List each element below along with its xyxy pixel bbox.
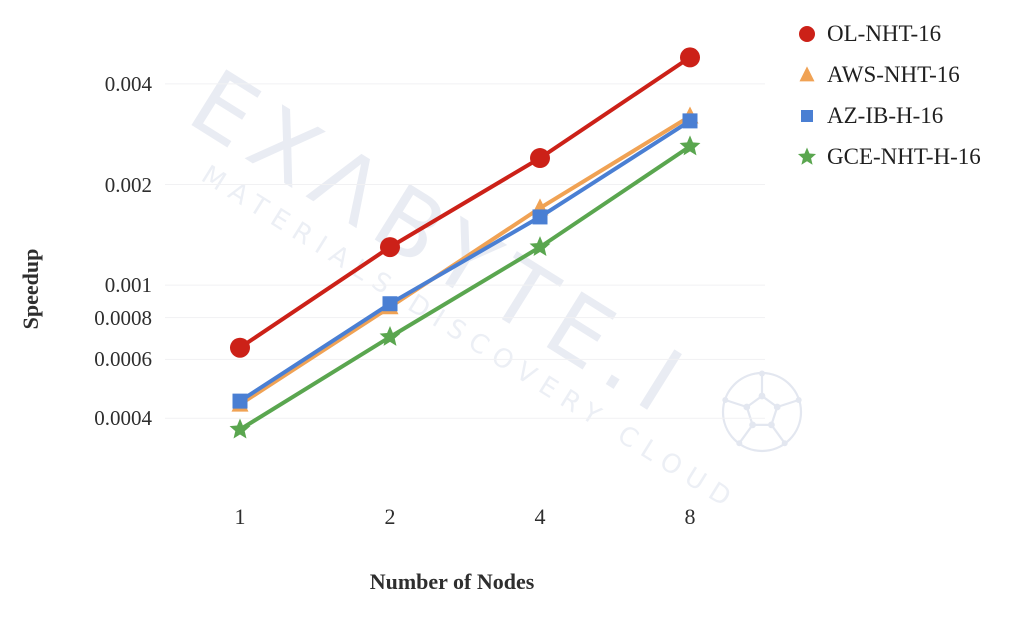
legend: OL-NHT-16 AWS-NHT-16 AZ-IB-H-16 GCE-NHT-H-1… bbox=[796, 21, 981, 170]
series-line-OL-NHT-16 bbox=[238, 55, 692, 350]
x-axis-title: Number of Nodes bbox=[369, 569, 535, 594]
legend-label: OL-NHT-16 bbox=[827, 21, 942, 46]
legend-item-AWS-NHT-16: AWS-NHT-16 bbox=[796, 62, 981, 88]
legend-item-GCE-NHT-H-16: GCE-NHT-H-16 bbox=[796, 144, 981, 170]
exabyte-sphere-logo-icon bbox=[721, 370, 803, 453]
legend-label: AZ-IB-H-16 bbox=[827, 103, 944, 128]
marker-OL-NHT-16-x8 bbox=[680, 47, 700, 68]
legend-triangle bbox=[799, 66, 815, 82]
y-tick-label: 0.001 bbox=[104, 273, 152, 298]
marker-AZ-IB-H-16-x2 bbox=[382, 296, 398, 312]
marker-GCE-NHT-H-16-x4 bbox=[529, 236, 551, 256]
circle-marker-icon bbox=[799, 26, 815, 42]
legend-label: AWS-NHT-16 bbox=[827, 62, 960, 87]
marker-GCE-NHT-H-16-x8 bbox=[679, 135, 701, 156]
y-tick-label: 0.004 bbox=[104, 71, 152, 96]
x-tick-label: 2 bbox=[384, 504, 396, 529]
marker-OL-NHT-16-x2 bbox=[380, 237, 400, 258]
legend-item-OL-NHT-16: OL-NHT-16 bbox=[796, 21, 981, 47]
y-axis-title: Speedup bbox=[18, 248, 43, 330]
y-tick-label: 0.002 bbox=[104, 172, 152, 197]
legend-star bbox=[797, 147, 817, 165]
square-marker-icon bbox=[801, 110, 813, 122]
series-line-GCE-NHT-H-16 bbox=[238, 144, 692, 432]
series-line-AWS-NHT-16 bbox=[238, 114, 692, 407]
marker-GCE-NHT-H-16-x1 bbox=[229, 418, 251, 439]
marker-AZ-IB-H-16-x8 bbox=[682, 113, 698, 129]
marker-AZ-IB-H-16-x4 bbox=[532, 209, 548, 225]
legend-label: GCE-NHT-H-16 bbox=[827, 144, 981, 169]
series-line-AZ-IB-H-16 bbox=[238, 119, 692, 403]
y-tick-label: 0.0008 bbox=[94, 305, 152, 330]
marker-AZ-IB-H-16-x1 bbox=[232, 393, 248, 409]
y-tick-label: 0.0004 bbox=[94, 406, 152, 431]
legend-square bbox=[801, 110, 813, 122]
marker-OL-NHT-16-x1 bbox=[230, 337, 250, 358]
star-marker-icon bbox=[797, 147, 817, 165]
marker-GCE-NHT-H-16-x2 bbox=[379, 325, 401, 346]
legend-item-AZ-IB-H-16: AZ-IB-H-16 bbox=[796, 103, 981, 129]
x-tick-label: 1 bbox=[234, 504, 246, 529]
x-tick-label: 8 bbox=[684, 504, 696, 529]
x-tick-label: 4 bbox=[534, 504, 546, 529]
y-tick-label: 0.0006 bbox=[94, 347, 152, 372]
legend-circle bbox=[799, 26, 815, 42]
triangle-marker-icon bbox=[799, 66, 815, 82]
marker-OL-NHT-16-x4 bbox=[530, 148, 550, 169]
